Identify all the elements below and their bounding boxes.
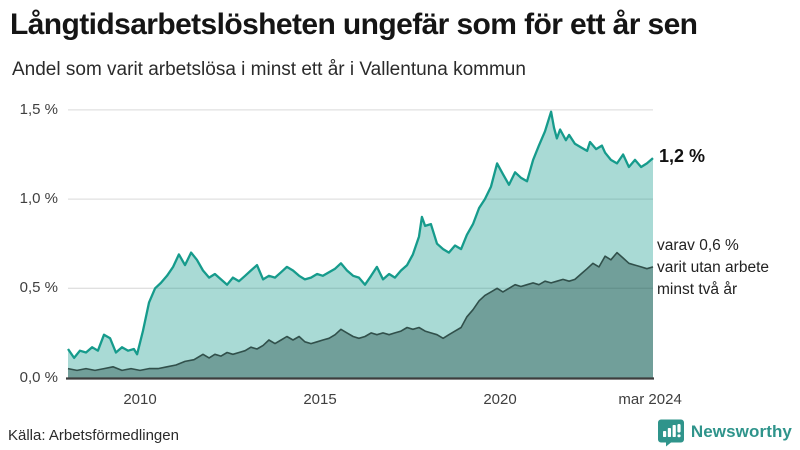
y-axis-label: 0,0 % [19, 368, 58, 386]
x-axis-label: 2010 [123, 391, 157, 408]
secondary-annotation: varav 0,6 % varit utan arbete minst två … [657, 235, 769, 301]
secondary-annotation-line: varav 0,6 % [657, 237, 739, 254]
secondary-annotation-line: minst två år [657, 281, 738, 298]
chart-title: Långtidsarbetslösheten ungefär som för e… [10, 8, 698, 41]
secondary-annotation-line: varit utan arbete [657, 259, 770, 276]
series-area [68, 252, 653, 378]
y-axis-label: 0,5 % [19, 279, 58, 297]
series-line [67, 251, 654, 372]
series-area [68, 111, 653, 378]
newsworthy-icon [657, 419, 684, 446]
chart-subtitle: Andel som varit arbetslösa i minst ett å… [12, 59, 526, 80]
latest-value-annotation: 1,2 % [659, 146, 706, 166]
x-axis-label: 2015 [303, 391, 337, 408]
brand-logo: Newsworthy [657, 417, 792, 447]
newsworthy-wordmark: Newsworthy [690, 422, 792, 441]
x-axis-label: 2020 [483, 391, 517, 408]
y-axis-label: 1,0 % [19, 190, 58, 208]
x-axis-label: mar 2024 [618, 391, 682, 408]
series-line [67, 110, 654, 360]
source-note: Källa: Arbetsförmedlingen [8, 427, 179, 444]
y-axis-label: 1,5 % [19, 100, 58, 118]
